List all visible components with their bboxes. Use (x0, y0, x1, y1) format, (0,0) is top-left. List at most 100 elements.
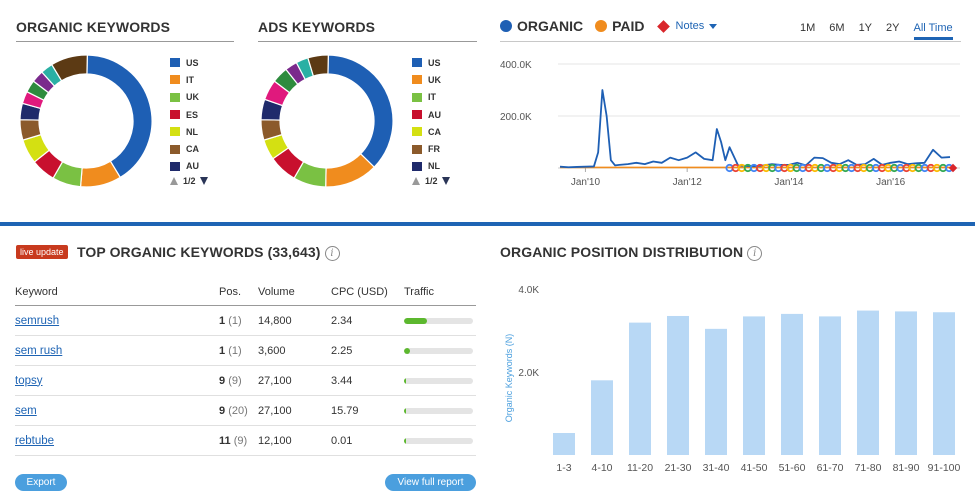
ads-slice-us[interactable] (327, 54, 394, 168)
distribution-bar-51-60[interactable] (781, 313, 803, 455)
legend-swatch (170, 110, 180, 120)
traffic-bar-fill (404, 317, 427, 324)
legend-label: UK (186, 92, 199, 103)
distribution-bar-11-20[interactable] (629, 322, 651, 455)
legend-item[interactable]: US (170, 54, 208, 71)
legend-label: UK (428, 74, 441, 85)
period-2y[interactable]: 2Y (886, 22, 900, 34)
triangle-up-icon[interactable] (170, 177, 178, 186)
distribution-bar-81-90[interactable] (895, 311, 917, 455)
distribution-x-tick: 91-100 (928, 462, 961, 474)
chevron-down-icon (709, 23, 718, 29)
legend-item[interactable]: UK (412, 71, 450, 88)
keyword-link[interactable]: sem rush (15, 344, 63, 357)
traffic-bar-fill (404, 437, 407, 444)
cell-keyword: sem rush (15, 345, 219, 357)
legend-label: US (428, 57, 441, 68)
table-row: rebtube 11 (9) 12,100 0.01 (15, 426, 476, 456)
legend-label: AU (186, 161, 199, 172)
keyword-link[interactable]: sem (15, 404, 37, 417)
ads-keywords-rule (258, 41, 477, 42)
notes-dropdown[interactable]: Notes (676, 20, 718, 32)
legend-item[interactable]: CA (170, 140, 208, 157)
col-traffic[interactable]: Traffic (404, 285, 434, 298)
trend-organic-label[interactable]: ORGANIC (517, 18, 584, 34)
col-volume[interactable]: Volume (258, 285, 295, 298)
trend-chart: 400.0K 200.0K Jan'10 Jan'12 Jan'14 Jan'16 (500, 60, 960, 188)
legend-item[interactable]: IT (170, 71, 208, 88)
position-value: 9 (219, 404, 226, 417)
ads-keywords-donut[interactable] (256, 50, 398, 192)
legend-item[interactable]: FR (412, 140, 450, 157)
cell-traffic (404, 347, 476, 354)
legend-item[interactable]: NL (412, 158, 450, 175)
previous-position: (9) (228, 374, 242, 387)
distribution-bar-91-100[interactable] (933, 312, 955, 455)
triangle-down-icon[interactable] (441, 177, 450, 186)
col-keyword[interactable]: Keyword (15, 285, 58, 298)
legend-item[interactable]: AU (170, 158, 208, 175)
period-1m[interactable]: 1M (800, 22, 816, 34)
info-icon[interactable]: i (324, 245, 340, 261)
distribution-bar-31-40[interactable] (705, 328, 727, 455)
keyword-link[interactable]: semrush (15, 314, 60, 327)
col-cpc[interactable]: CPC (USD) (331, 285, 388, 298)
legend-item[interactable]: ES (170, 106, 208, 123)
view-full-report-button[interactable]: View full report (385, 474, 476, 491)
legend-swatch (170, 144, 180, 154)
distribution-bar-71-80[interactable] (857, 310, 879, 455)
organic-keywords-title: ORGANIC KEYWORDS (16, 19, 171, 35)
legend-label: ES (186, 109, 199, 120)
ads-slice-other-11[interactable] (307, 54, 329, 77)
legend-label: FR (428, 144, 440, 155)
organic-keywords-donut[interactable] (15, 50, 157, 192)
col-pos[interactable]: Pos. (219, 285, 242, 298)
section-divider (0, 222, 975, 226)
organic-slice-us[interactable] (86, 54, 153, 179)
legend-swatch (170, 127, 180, 137)
distribution-x-tick: 4-10 (591, 462, 612, 474)
distribution-bar-4-10[interactable] (591, 380, 613, 455)
keyword-link[interactable]: topsy (15, 374, 43, 387)
distribution-bar-1-3[interactable] (553, 433, 575, 455)
organic-slice-other-11[interactable] (50, 54, 88, 82)
triangle-down-icon[interactable] (199, 177, 208, 186)
top-organic-keywords-title: TOP ORGANIC KEYWORDS (33,643) (77, 244, 321, 260)
legend-swatch (170, 161, 180, 171)
legend-item[interactable]: US (412, 54, 450, 71)
distribution-y-label: Organic Keywords (N) (504, 334, 514, 423)
distribution-bar-41-50[interactable] (743, 316, 765, 455)
distribution-x-tick: 21-30 (665, 462, 692, 474)
trend-paid-label[interactable]: PAID (612, 18, 645, 34)
legend-item[interactable]: NL (170, 123, 208, 140)
export-button[interactable]: Export (15, 474, 67, 491)
previous-position: (9) (233, 434, 248, 447)
notes-label: Notes (675, 20, 705, 32)
info-icon[interactable]: i (747, 245, 763, 261)
legend-pager: 1/2 (412, 176, 450, 186)
legend-label: IT (186, 74, 194, 85)
organic-series-line (559, 89, 951, 169)
legend-item[interactable]: IT (412, 89, 450, 106)
legend-item[interactable]: AU (412, 106, 450, 123)
period-all-time[interactable]: All Time (913, 22, 953, 40)
organic-keywords-rule (16, 41, 234, 42)
legend-item[interactable]: CA (412, 123, 450, 140)
cell-traffic (404, 407, 476, 414)
legend-label: IT (428, 92, 436, 103)
distribution-bar-61-70[interactable] (819, 316, 841, 455)
legend-item[interactable]: UK (170, 89, 208, 106)
trend-x-tick: Jan'12 (673, 177, 703, 188)
distribution-x-tick: 71-80 (855, 462, 882, 474)
triangle-up-icon[interactable] (412, 177, 420, 186)
cell-keyword: topsy (15, 375, 219, 387)
distribution-y-tick: 2.0K (518, 368, 539, 379)
traffic-bar-fill (404, 377, 407, 384)
period-6m[interactable]: 6M (829, 22, 845, 34)
distribution-bar-21-30[interactable] (667, 315, 689, 455)
period-1y[interactable]: 1Y (858, 22, 873, 34)
trend-rule (500, 41, 961, 42)
legend-swatch (412, 110, 422, 120)
keyword-link[interactable]: rebtube (15, 434, 55, 447)
distribution-x-tick: 11-20 (627, 462, 653, 474)
